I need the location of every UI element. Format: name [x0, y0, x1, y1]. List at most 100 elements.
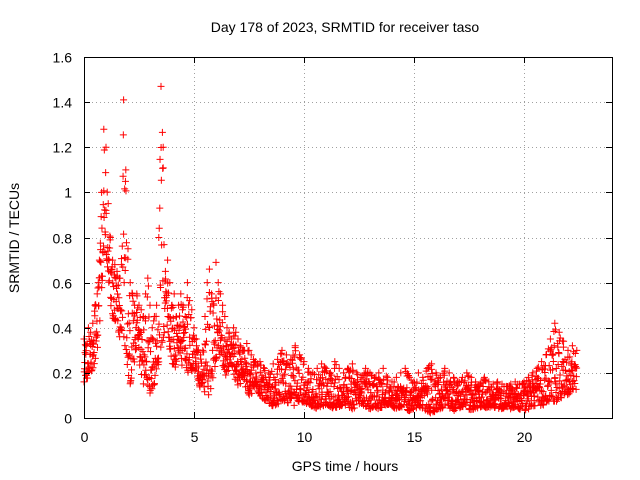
data-point	[351, 390, 359, 398]
data-point	[417, 397, 425, 405]
data-point	[101, 231, 109, 239]
data-point	[216, 323, 224, 331]
data-point-peak	[397, 369, 405, 377]
data-point	[102, 209, 110, 217]
data-point	[96, 257, 104, 265]
data-point	[178, 361, 186, 369]
data-point	[94, 279, 102, 287]
data-point	[330, 383, 338, 391]
data-point	[344, 387, 352, 395]
x-tick-label: 10	[297, 429, 313, 445]
data-point	[326, 388, 334, 396]
data-point-peak	[370, 373, 378, 381]
data-point	[325, 376, 333, 384]
x-tick-label: 5	[191, 429, 199, 445]
data-point	[219, 343, 227, 351]
data-point	[290, 373, 298, 381]
data-point-peak	[489, 380, 497, 388]
data-point-peak	[111, 261, 119, 269]
data-point-peak	[538, 358, 546, 366]
data-point-peak	[287, 355, 295, 363]
data-point	[522, 405, 530, 413]
data-point	[94, 331, 102, 339]
data-point	[466, 387, 474, 395]
data-point	[143, 357, 151, 365]
data-point	[266, 370, 274, 378]
data-point	[572, 373, 580, 381]
data-point	[433, 406, 441, 414]
data-point-peak	[322, 364, 330, 372]
data-point-peak	[296, 351, 304, 359]
data-point	[156, 155, 164, 163]
data-point	[96, 239, 104, 247]
data-point	[566, 388, 574, 396]
data-point	[566, 353, 574, 361]
data-point-peak	[168, 301, 176, 309]
data-point	[423, 390, 431, 398]
data-point-peak	[472, 378, 480, 386]
data-point-peak	[161, 267, 169, 275]
data-point	[223, 337, 231, 345]
data-point	[373, 382, 381, 390]
data-point-peak	[126, 279, 134, 287]
data-point	[545, 362, 553, 370]
data-point	[119, 172, 127, 180]
data-point	[383, 380, 391, 388]
data-point	[205, 391, 213, 399]
data-point-peak	[219, 301, 227, 309]
data-point	[206, 303, 214, 311]
data-point	[231, 332, 239, 340]
data-point-peak	[223, 324, 231, 332]
data-point-peak	[181, 312, 189, 320]
data-point	[464, 372, 472, 380]
data-point	[409, 405, 417, 413]
data-point	[555, 350, 563, 358]
data-point	[263, 395, 271, 403]
data-point-peak	[498, 380, 506, 388]
data-point	[195, 368, 203, 376]
data-point	[203, 295, 211, 303]
data-point	[463, 396, 471, 404]
data-point-peak	[551, 319, 559, 327]
data-point	[133, 309, 141, 317]
data-point	[446, 377, 454, 385]
data-point	[151, 371, 159, 379]
data-point	[165, 313, 173, 321]
data-point	[147, 348, 155, 356]
data-point-peak	[388, 378, 396, 386]
data-point	[185, 354, 193, 362]
data-point	[159, 164, 167, 172]
data-point-peak	[208, 290, 216, 298]
data-point-peak	[568, 342, 576, 350]
data-point	[493, 379, 501, 387]
data-point	[267, 383, 275, 391]
data-point	[93, 343, 101, 351]
data-point	[156, 204, 164, 212]
data-point	[178, 337, 186, 345]
data-point	[465, 386, 473, 394]
data-point-peak	[236, 342, 244, 350]
data-point-peak	[423, 364, 431, 372]
data-point	[345, 393, 353, 401]
data-point	[242, 363, 250, 371]
data-point	[114, 290, 122, 298]
data-point	[201, 388, 209, 396]
data-point	[144, 282, 152, 290]
data-point	[443, 387, 451, 395]
data-point	[289, 359, 297, 367]
data-point-peak	[214, 279, 222, 287]
data-point-peak	[406, 373, 414, 381]
x-tick-label: 0	[81, 429, 89, 445]
data-point	[549, 393, 557, 401]
data-point-peak	[203, 279, 211, 287]
data-point	[288, 394, 296, 402]
data-point	[180, 345, 188, 353]
data-point	[209, 374, 217, 382]
data-point	[332, 361, 340, 369]
data-point	[486, 387, 494, 395]
data-point	[557, 394, 565, 402]
data-point-peak	[155, 234, 163, 241]
data-point	[120, 279, 128, 287]
data-point	[89, 364, 97, 372]
data-point	[323, 382, 331, 390]
